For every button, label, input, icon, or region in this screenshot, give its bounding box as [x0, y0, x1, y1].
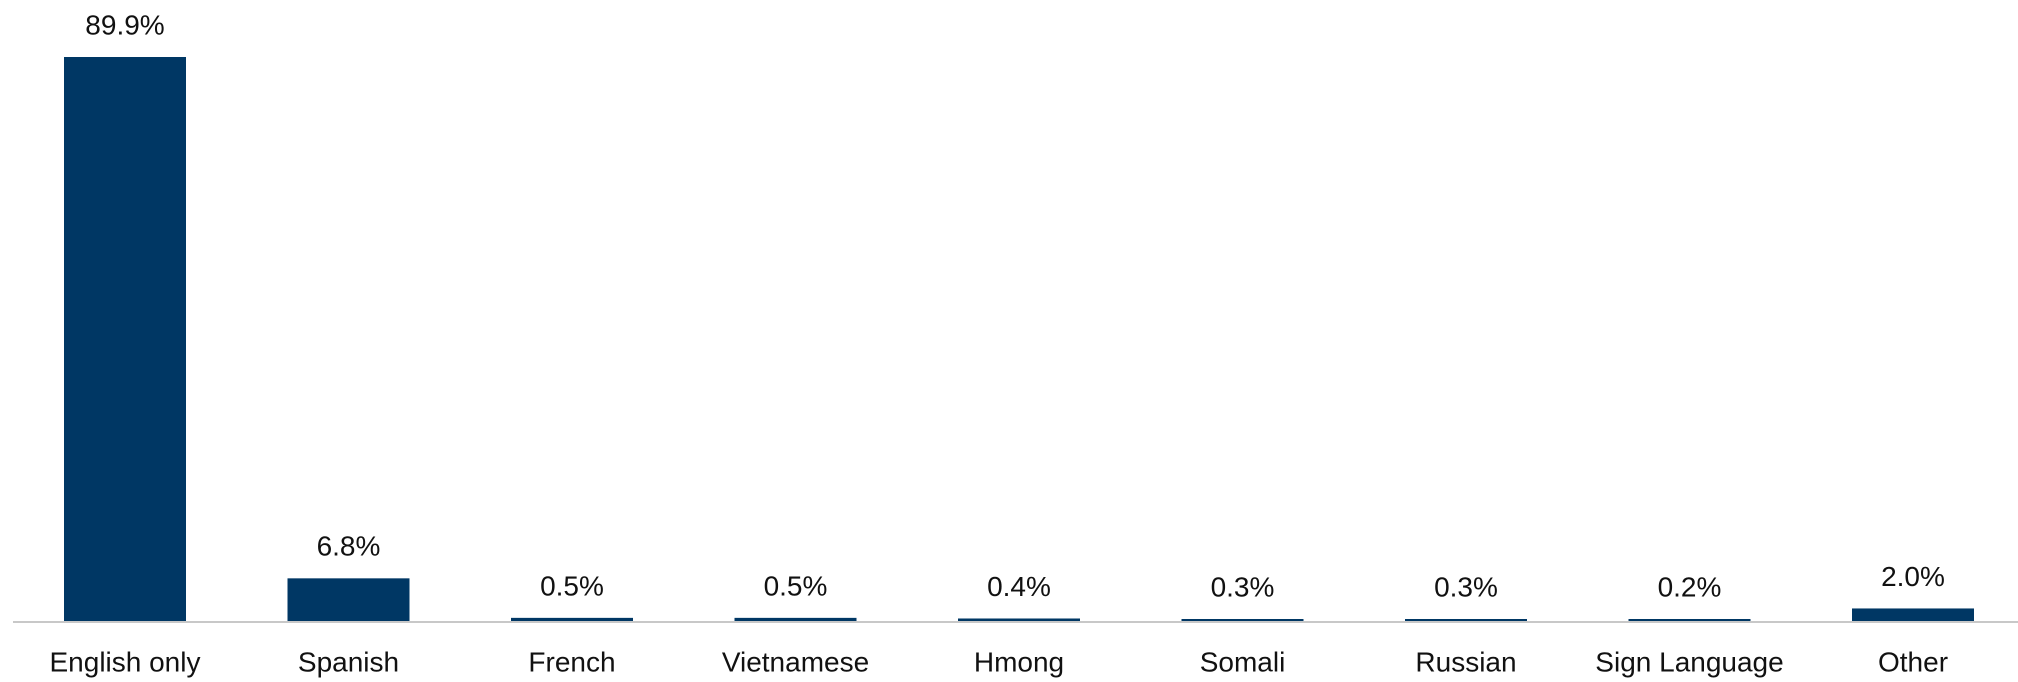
bar [958, 618, 1080, 621]
x-tick-label: Russian [1415, 646, 1516, 677]
value-label: 0.5% [764, 570, 828, 601]
x-tick-label: Sign Language [1595, 646, 1783, 677]
value-label: 6.8% [317, 531, 381, 562]
value-label: 0.3% [1434, 571, 1498, 602]
x-tick-label: Hmong [974, 646, 1064, 677]
x-tick-label: Somali [1200, 646, 1286, 677]
value-label: 0.4% [987, 571, 1051, 602]
bar [64, 57, 186, 621]
x-tick-label: Vietnamese [722, 646, 869, 677]
bar [287, 578, 410, 621]
bar [1181, 619, 1304, 621]
value-label: 2.0% [1881, 561, 1945, 592]
bar [734, 617, 857, 621]
bar [1405, 619, 1527, 621]
value-label: 0.3% [1211, 571, 1275, 602]
bar [511, 617, 633, 621]
x-tick-label: English only [50, 646, 201, 677]
x-tick-label: Other [1878, 646, 1948, 677]
value-label: 0.2% [1658, 571, 1722, 602]
bar [1852, 608, 1974, 621]
x-tick-label: French [528, 646, 615, 677]
value-label: 0.5% [540, 570, 604, 601]
x-tick-label: Spanish [298, 646, 399, 677]
value-label: 89.9% [85, 9, 164, 40]
bar [1628, 619, 1751, 621]
